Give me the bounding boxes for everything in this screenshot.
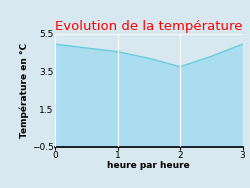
Y-axis label: Température en °C: Température en °C (20, 43, 29, 138)
Title: Evolution de la température: Evolution de la température (55, 20, 242, 33)
X-axis label: heure par heure: heure par heure (108, 161, 190, 170)
